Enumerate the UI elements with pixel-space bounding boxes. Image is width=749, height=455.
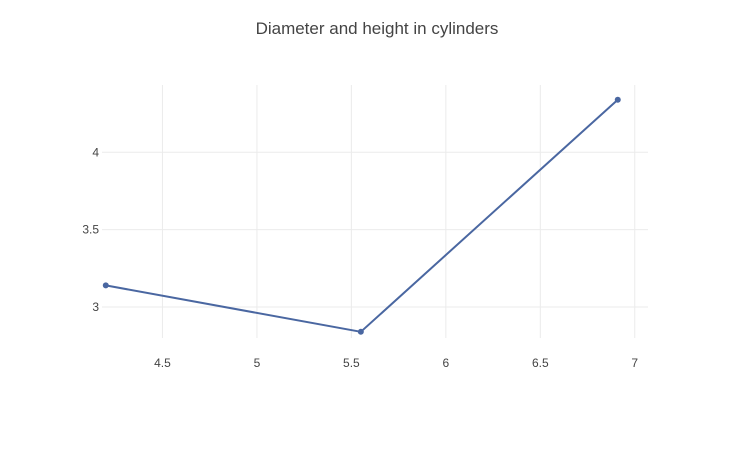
x-tick-label: 5.5 (343, 356, 360, 370)
series-layer (102, 96, 621, 335)
y-tick-label: 3 (92, 300, 99, 314)
data-point[interactable] (357, 328, 364, 335)
x-tick-label: 6 (443, 356, 450, 370)
axis-layer: 4.5 5 5.5 6 6.5 7 3 3.5 4 (82, 145, 638, 370)
x-tick-label: 5 (254, 356, 261, 370)
x-tick-label: 4.5 (154, 356, 171, 370)
x-tick-label: 7 (631, 356, 638, 370)
series-line (105, 98, 619, 333)
y-tick-label: 3.5 (82, 223, 99, 237)
grid-layer (102, 85, 648, 338)
chart-title: Diameter and height in cylinders (256, 19, 499, 38)
data-point[interactable] (614, 96, 621, 103)
data-point[interactable] (102, 282, 109, 289)
x-tick-label: 6.5 (532, 356, 549, 370)
y-tick-label: 4 (92, 145, 99, 159)
